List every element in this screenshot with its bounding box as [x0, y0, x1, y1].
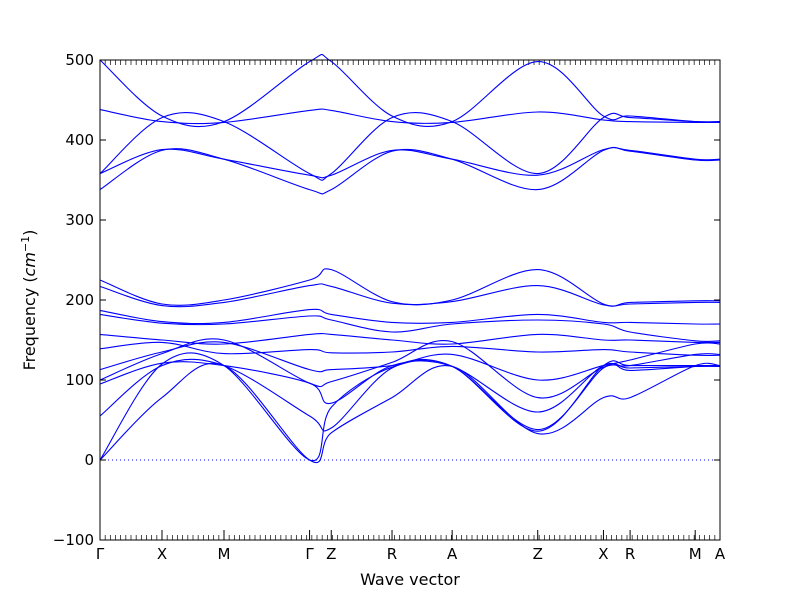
phonon-branch-8: [99, 308, 721, 325]
phonon-branch-5: [99, 146, 721, 195]
phonon-branch-1: [99, 53, 721, 128]
y-tick-label: 100: [65, 371, 94, 389]
x-axis-label: Wave vector: [360, 570, 460, 589]
x-tick-label: X: [157, 545, 167, 563]
y-axis: −100 0 100 200 300 400 500: [53, 51, 720, 549]
x-tick-label: A: [715, 545, 726, 563]
phonon-branch-9: [99, 313, 721, 343]
x-tick-label: R: [387, 545, 397, 563]
phonon-branch-2: [99, 108, 721, 125]
y-tick-label: −100: [53, 531, 94, 549]
y-tick-label: 500: [65, 51, 94, 69]
phonon-branch-12: [99, 341, 721, 381]
y-tick-label: 200: [65, 291, 94, 309]
phonon-branch-17: [99, 352, 720, 462]
y-tick-label: 300: [65, 211, 94, 229]
phonon-branch-11: [99, 341, 721, 356]
series-group: [99, 53, 721, 463]
phonon-branch-4: [99, 147, 721, 179]
x-tick-label: A: [447, 545, 458, 563]
phonon-branch-3: [99, 112, 721, 181]
x-tick-label: Γ: [305, 545, 314, 563]
minor-ticks: [99, 60, 721, 540]
phonon-branch-16: [99, 362, 721, 463]
x-tick-label: Γ: [96, 545, 105, 563]
y-tick-label: 400: [65, 131, 94, 149]
x-tick-label: M: [689, 545, 702, 563]
x-tick-label: Z: [326, 545, 336, 563]
y-axis-label: Frequency (cm−1): [19, 230, 39, 371]
x-tick-label: Z: [533, 545, 543, 563]
x-tick-label: M: [218, 545, 231, 563]
plot-background: [100, 60, 720, 540]
phonon-branch-7: [99, 283, 721, 308]
x-tick-label: X: [598, 545, 608, 563]
x-tick-label: R: [625, 545, 635, 563]
y-tick-label: 0: [84, 451, 94, 469]
